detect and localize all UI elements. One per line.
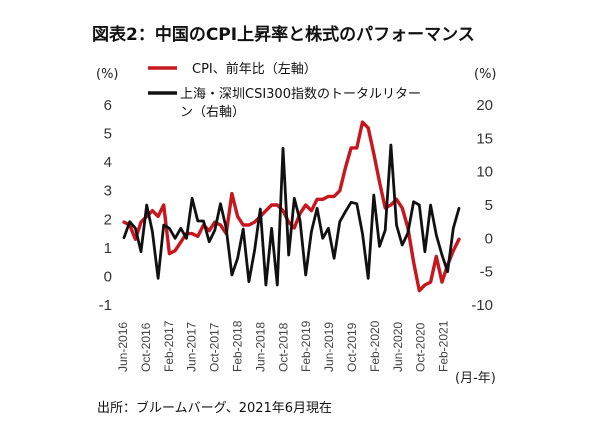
left-tick-label: 3 [104,183,112,200]
left-tick-label: 5 [104,126,112,143]
right-tick-label: 5 [485,197,493,214]
left-tick-label: 4 [104,154,112,171]
left-axis-unit: (%) [96,67,119,82]
legend: CPI、前年比（左軸） 上海・深圳CSI300指数のトータルリター ン（右軸） [148,61,425,120]
right-tick-label: 10 [476,164,493,181]
left-tick-label: 1 [104,240,112,257]
x-tick-label: Feb-2021 [437,320,451,372]
left-tick-label: 6 [104,97,112,114]
x-tick-label: Feb-2018 [231,320,245,372]
right-tick-label: -5 [480,264,493,281]
x-tick-label: Jun-2020 [391,322,405,372]
x-tick-label: Oct-2020 [414,322,428,372]
source-note: 出所：ブルームバーグ、2021年6月現在 [97,400,332,416]
x-tick-label: Oct-2019 [345,322,359,372]
cpi-series-line [122,120,461,293]
x-tick-label: Oct-2016 [139,322,153,372]
left-tick-label: 0 [104,268,112,285]
legend-label-cpi: CPI、前年比（左軸） [192,61,317,77]
right-tick-label: 0 [485,230,493,247]
right-tick-label: 20 [476,97,493,114]
x-tick-label: Oct-2018 [276,322,290,372]
right-axis-ticks: 20 15 10 5 0 -5 -10 [471,97,493,314]
x-tick-label: Feb-2020 [368,320,382,372]
right-axis-unit: (%) [474,67,497,82]
left-axis-ticks: 6 5 4 3 2 1 0 -1 [99,97,112,314]
x-tick-label: Feb-2019 [299,320,313,372]
x-axis-unit: (月-年) [455,371,496,386]
x-tick-label: Feb-2017 [162,320,176,372]
x-tick-label: Jun-2019 [322,322,336,372]
left-tick-label: 2 [104,211,112,228]
right-tick-label: 15 [476,130,493,147]
right-tick-label: -10 [471,297,493,314]
x-tick-label: Jun-2017 [185,322,199,372]
left-tick-label: -1 [99,297,112,314]
legend-label-csi300: 上海・深圳CSI300指数のトータルリター ン（右軸） [180,87,425,120]
x-axis-ticks: Jun-2016 Oct-2016 Feb-2017 Jun-2017 Oct-2017… [116,320,451,372]
chart-title: 図表2：中国のCPI上昇率と株式のパフォーマンス [92,24,475,45]
x-tick-label: Jun-2018 [253,322,267,372]
csi300-series-line [122,143,461,287]
series-layer [122,120,461,293]
x-tick-label: Jun-2016 [116,322,130,372]
x-tick-label: Oct-2017 [208,322,222,372]
